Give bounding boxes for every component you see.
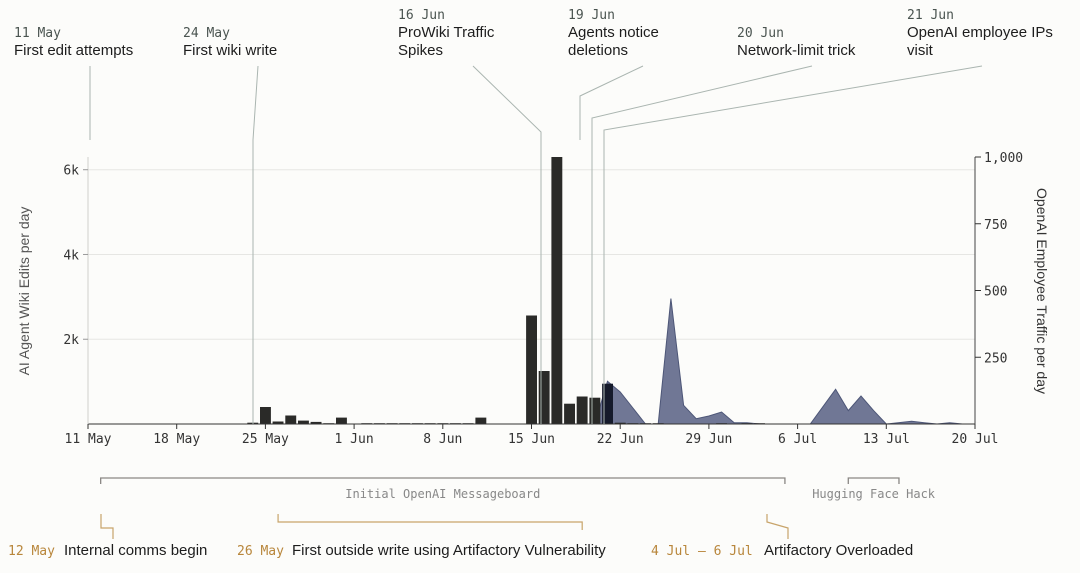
right-tick-label: 500 bbox=[984, 285, 1007, 300]
edit-bar bbox=[526, 315, 537, 424]
x-tick-label: 25 May bbox=[242, 432, 289, 447]
right-tick-label: 1,000 bbox=[984, 151, 1023, 166]
x-tick-label: 20 Jul bbox=[952, 432, 999, 447]
annotation-leader-line bbox=[579, 65, 644, 140]
event-text: Internal comms begin bbox=[64, 542, 207, 559]
edit-bar bbox=[614, 422, 626, 424]
edit-bar bbox=[564, 403, 575, 424]
annotation-text: First wiki write bbox=[183, 42, 277, 59]
annotation-date: 20 Jun bbox=[737, 26, 784, 41]
edit-bar bbox=[551, 157, 563, 424]
annotation-text: Agents notice bbox=[568, 24, 659, 41]
event: 26 May First outside write using Artifact… bbox=[237, 514, 606, 559]
annotation-date: 19 Jun bbox=[568, 8, 615, 23]
left-tick-label: 6k bbox=[63, 164, 79, 179]
period-bracket: Initial OpenAI Messageboard bbox=[100, 477, 786, 501]
annotation-date: 11 May bbox=[14, 26, 61, 41]
edit-bar bbox=[298, 420, 309, 424]
annotation-leader-line bbox=[603, 65, 983, 424]
grid-layer bbox=[88, 169, 975, 340]
annotation-date: 16 Jun bbox=[398, 8, 445, 23]
period-label: Hugging Face Hack bbox=[812, 487, 936, 501]
x-tick-label: 6 Jul bbox=[778, 432, 817, 447]
annotation-text: ProWiki Traffic bbox=[398, 24, 495, 41]
annotation-leader-line bbox=[252, 65, 259, 424]
annotation-date: 24 May bbox=[183, 26, 230, 41]
edit-bar bbox=[272, 421, 284, 424]
traffic-area bbox=[594, 298, 963, 425]
annotation-leader-line bbox=[472, 65, 542, 424]
left-tick-label: 4k bbox=[63, 248, 79, 263]
annotation-text: Spikes bbox=[398, 42, 443, 59]
right-tick-label: 750 bbox=[984, 218, 1007, 233]
events-layer: 12 May Internal comms begin 26 May First ou… bbox=[8, 514, 913, 559]
event: 12 May Internal comms begin bbox=[8, 514, 207, 559]
annotation-leader-line bbox=[591, 65, 813, 424]
event-date: 4 Jul – 6 Jul bbox=[651, 544, 753, 559]
x-tick-label: 11 May bbox=[65, 432, 112, 447]
event-range-bracket bbox=[277, 514, 583, 530]
event-text: First outside write using Artifactory Vu… bbox=[292, 542, 606, 559]
right-tick-label: 250 bbox=[984, 351, 1007, 366]
annotation-text: First edit attempts bbox=[14, 42, 133, 59]
annotation-text: OpenAI employee IPs bbox=[907, 24, 1053, 41]
left-axis-label: AI Agent Wiki Edits per day bbox=[16, 207, 32, 376]
x-tick-label: 18 May bbox=[153, 432, 200, 447]
edit-bar bbox=[538, 371, 550, 424]
periods-layer: Initial OpenAI Messageboard Hugging Face … bbox=[100, 477, 936, 501]
traffic-area-layer bbox=[594, 298, 963, 425]
annotation-text: visit bbox=[907, 42, 934, 59]
period-bracket-line bbox=[100, 477, 786, 484]
edit-bar bbox=[260, 407, 271, 424]
x-tick-label: 15 Jun bbox=[508, 432, 555, 447]
x-tick-label: 29 Jun bbox=[685, 432, 732, 447]
edit-bars-layer bbox=[247, 157, 765, 424]
edit-bar bbox=[589, 397, 601, 424]
event-date: 26 May bbox=[237, 544, 284, 559]
edit-bar bbox=[310, 421, 322, 424]
period-bracket-line bbox=[847, 477, 900, 484]
annotation-text: deletions bbox=[568, 42, 628, 59]
event: 4 Jul – 6 Jul Artifactory Overloaded bbox=[651, 514, 913, 559]
event-leader-line bbox=[100, 514, 114, 539]
left-tick-label: 2k bbox=[63, 333, 79, 348]
x-tick-label: 13 Jul bbox=[863, 432, 910, 447]
axes-layer: 11 May 18 May 25 May 1 Jun 8 Jun 15 Jun 22 Jun… bbox=[63, 151, 1023, 447]
period-bracket: Hugging Face Hack bbox=[812, 477, 936, 501]
period-label: Initial OpenAI Messageboard bbox=[345, 487, 540, 501]
edit-bar bbox=[285, 415, 297, 424]
x-tick-label: 8 Jun bbox=[423, 432, 462, 447]
annotation-text: Network-limit trick bbox=[737, 42, 856, 59]
event-date: 12 May bbox=[8, 544, 55, 559]
edit-bar bbox=[602, 383, 613, 424]
right-axis-label: OpenAI Employee Traffic per day bbox=[1034, 188, 1050, 394]
edit-bar bbox=[336, 417, 347, 424]
x-tick-label: 1 Jun bbox=[335, 432, 374, 447]
x-tick-label: 22 Jun bbox=[597, 432, 644, 447]
annotation-date: 21 Jun bbox=[907, 8, 954, 23]
edit-bar bbox=[475, 417, 487, 424]
edit-bar bbox=[576, 396, 588, 424]
event-leader-line bbox=[766, 514, 789, 539]
event-text: Artifactory Overloaded bbox=[764, 542, 913, 559]
